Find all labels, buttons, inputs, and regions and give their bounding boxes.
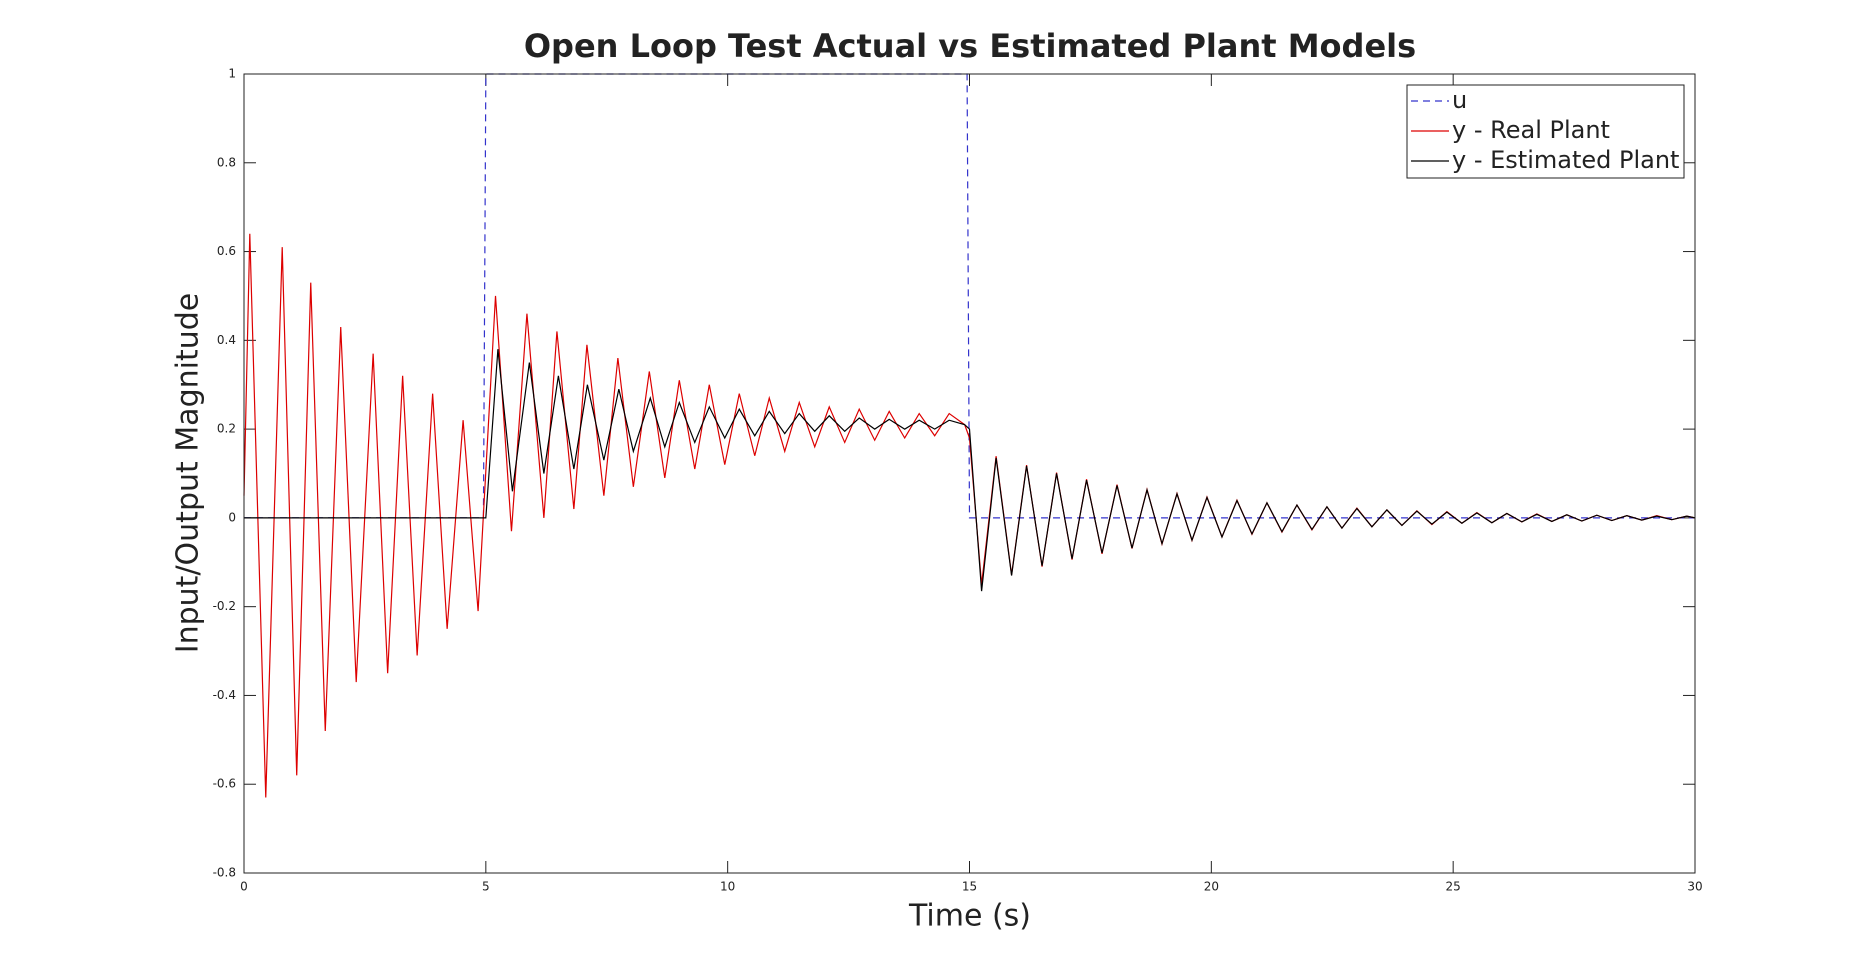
x-tick-label: 10 (720, 880, 735, 894)
x-tick-label: 5 (482, 880, 490, 894)
x-tick-label: 15 (962, 880, 977, 894)
x-tick-label: 30 (1687, 880, 1702, 894)
y-tick-label: 0.2 (217, 422, 236, 436)
chart-title: Open Loop Test Actual vs Estimated Plant… (524, 27, 1416, 65)
x-tick-label: 0 (240, 880, 248, 894)
legend-label: y - Real Plant (1452, 116, 1610, 144)
y-tick-label: 0.6 (217, 244, 236, 258)
y-tick-label: 0.8 (217, 155, 236, 169)
y-tick-label: 0 (228, 510, 236, 524)
legend-label: u (1452, 86, 1467, 114)
series-line (244, 73, 1695, 519)
series-line (244, 349, 1696, 592)
x-axis-label: Time (s) (908, 899, 1031, 934)
x-tick-label: 20 (1204, 880, 1219, 894)
y-tick-label: -0.8 (213, 866, 236, 880)
y-tick-label: -0.6 (213, 777, 236, 791)
legend-label: y - Estimated Plant (1452, 146, 1679, 174)
axes-box (243, 73, 1696, 874)
y-tick-label: 0.4 (217, 333, 236, 347)
x-tick-label: 25 (1446, 880, 1461, 894)
y-tick-label: -0.4 (213, 688, 236, 702)
y-tick-label: -0.2 (213, 599, 236, 613)
legend-box (1406, 84, 1685, 179)
y-axis-label: Input/Output Magnitude (171, 293, 206, 653)
y-tick-label: 1 (228, 67, 236, 81)
